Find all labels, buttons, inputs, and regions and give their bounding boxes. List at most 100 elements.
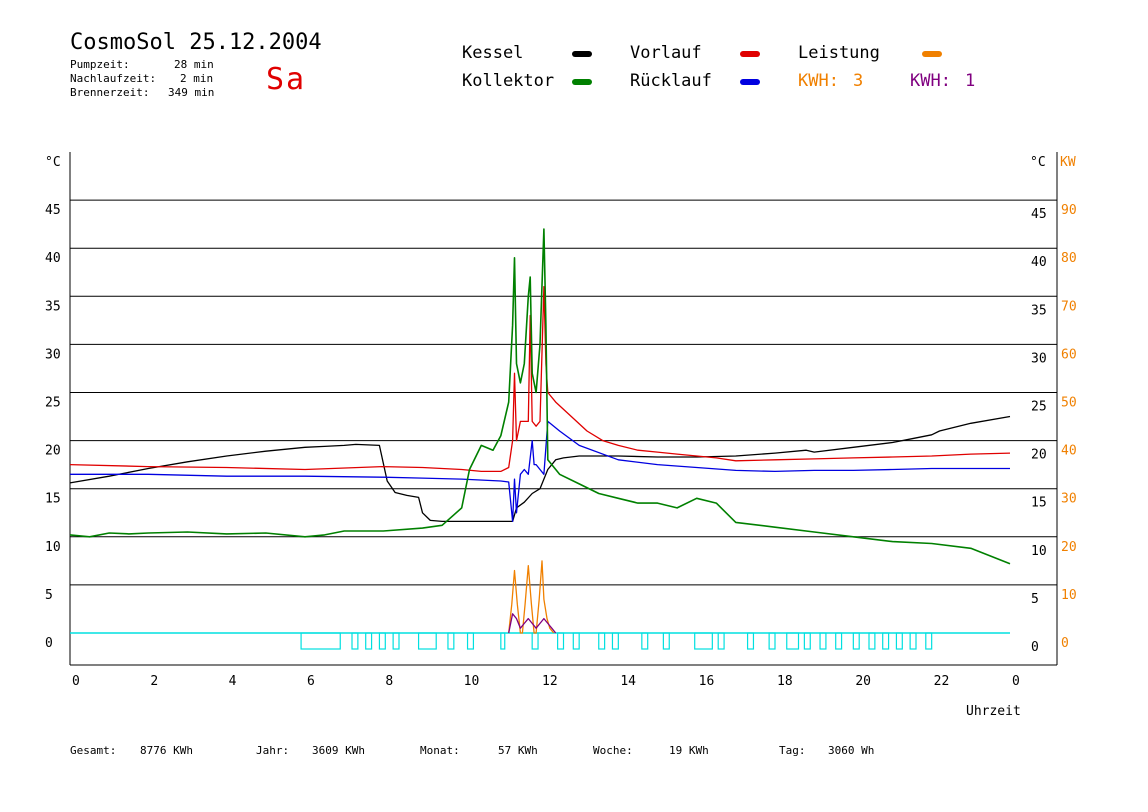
y-tick-label-left: 35 bbox=[45, 299, 61, 314]
brenner-pulse bbox=[895, 632, 903, 650]
y-tick-label-left: 25 bbox=[45, 396, 61, 411]
x-tick-label: 12 bbox=[542, 674, 558, 689]
brenner-pulse bbox=[300, 632, 341, 650]
brenner-pulse bbox=[500, 632, 506, 650]
brenner-pulse bbox=[641, 632, 649, 650]
brenner-pulse bbox=[882, 632, 890, 650]
series-vorlauf-line bbox=[69, 286, 1011, 473]
brenner-pulse bbox=[378, 632, 386, 650]
weekday-label: Sa bbox=[266, 62, 307, 97]
footer-monat-label: Monat: bbox=[420, 744, 460, 757]
brennerzeit-label: Brennerzeit: bbox=[70, 86, 150, 99]
x-tick-label: 20 bbox=[855, 674, 871, 689]
y-tick-label-left: 15 bbox=[45, 492, 61, 507]
kw-tick-label: 40 bbox=[1061, 444, 1077, 459]
y-tick-label-right: 30 bbox=[1031, 351, 1047, 366]
x-tick-label: 0 bbox=[72, 674, 80, 689]
brenner-pulse bbox=[786, 632, 800, 650]
x-tick-label: 18 bbox=[777, 674, 793, 689]
footer-jahr-value: 3609 KWh bbox=[312, 744, 365, 757]
xlabel: Uhrzeit bbox=[966, 704, 1021, 719]
kw-tick-label: 80 bbox=[1061, 251, 1077, 266]
brenner-pulse bbox=[852, 632, 860, 650]
y-tick-label-right: 40 bbox=[1031, 255, 1047, 270]
y-tick-label-left: 30 bbox=[45, 347, 61, 362]
brenner-pulse bbox=[662, 632, 670, 650]
brenner-pulse bbox=[868, 632, 876, 650]
legend-kessel: Kessel bbox=[462, 43, 524, 63]
brenner-pulse bbox=[447, 632, 455, 650]
legend-kollektor: Kollektor bbox=[462, 71, 555, 91]
y-tick-label-right: 10 bbox=[1031, 544, 1047, 559]
kw-tick-label: 50 bbox=[1061, 396, 1077, 411]
y-tick-label-left: 45 bbox=[45, 203, 61, 218]
brenner-pulse bbox=[909, 632, 917, 650]
x-tick-label: 0 bbox=[1012, 674, 1020, 689]
nachlaufzeit-value: 2 min bbox=[180, 72, 214, 85]
y-tick-label-left: 40 bbox=[45, 251, 61, 266]
brenner-pulse bbox=[611, 632, 619, 650]
x-tick-label: 10 bbox=[464, 674, 480, 689]
y-tick-label-right: 35 bbox=[1031, 303, 1047, 318]
series-kessel-line bbox=[69, 415, 1011, 523]
brenner-pulse bbox=[572, 632, 580, 650]
brenner-pulse bbox=[365, 632, 373, 650]
y-tick-label-right: 5 bbox=[1031, 592, 1039, 607]
brenner-pulse bbox=[351, 632, 359, 650]
brenner-pulse bbox=[557, 632, 565, 650]
brennerzeit-value: 349 min bbox=[168, 86, 215, 99]
footer-woche-label: Woche: bbox=[593, 744, 633, 757]
x-tick-label: 4 bbox=[229, 674, 237, 689]
ylabel-right-c: °C bbox=[1030, 155, 1046, 170]
brenner-pulse bbox=[417, 632, 437, 650]
legend-vorlauf-swatch bbox=[740, 51, 760, 57]
legend-ruecklauf: Rücklauf bbox=[630, 71, 712, 91]
footer-woche-value: 19 KWh bbox=[669, 744, 709, 757]
brenner-pulse bbox=[531, 632, 539, 650]
footer-jahr-label: Jahr: bbox=[256, 744, 290, 757]
page-title: CosmoSol 25.12.2004 bbox=[70, 30, 322, 55]
legend-leistung: Leistung bbox=[798, 43, 880, 63]
legend-kwh1-label: KWH: bbox=[798, 71, 839, 91]
brenner-pulse bbox=[694, 632, 713, 650]
brenner-pulse bbox=[717, 632, 725, 650]
legend-leistung-swatch bbox=[922, 51, 942, 57]
footer-tag-label: Tag: bbox=[779, 744, 806, 757]
x-tick-label: 6 bbox=[307, 674, 315, 689]
kw-tick-label: 10 bbox=[1061, 588, 1077, 603]
x-tick-label: 2 bbox=[150, 674, 158, 689]
series-kwh-1-line bbox=[508, 613, 557, 634]
footer-gesamt-label: Gesamt: bbox=[70, 744, 117, 757]
legend-kessel-swatch bbox=[572, 51, 592, 57]
legend-ruecklauf-swatch bbox=[740, 79, 760, 85]
brenner-pulse bbox=[803, 632, 811, 650]
x-tick-label: 8 bbox=[385, 674, 393, 689]
pumpzeit-value: 28 min bbox=[174, 58, 214, 71]
kw-tick-label: 30 bbox=[1061, 492, 1077, 507]
brenner-pulse bbox=[598, 632, 606, 650]
series-r-cklauf-line bbox=[70, 420, 1010, 523]
brenner-pulse bbox=[925, 632, 933, 650]
kw-tick-label: 60 bbox=[1061, 347, 1077, 362]
x-tick-label: 14 bbox=[620, 674, 636, 689]
brenner-pulse bbox=[835, 632, 843, 650]
kw-tick-label: 70 bbox=[1061, 299, 1077, 314]
legend-vorlauf: Vorlauf bbox=[630, 43, 702, 63]
y-tick-label-right: 20 bbox=[1031, 448, 1047, 463]
nachlaufzeit-label: Nachlaufzeit: bbox=[70, 72, 157, 85]
y-tick-label-right: 0 bbox=[1031, 640, 1039, 655]
series-leistung-line bbox=[508, 560, 555, 634]
legend-kwh1-value: 3 bbox=[853, 71, 864, 91]
legend-kwh2-label: KWH: bbox=[910, 71, 951, 91]
footer-tag-value: 3060 Wh bbox=[828, 744, 875, 757]
kw-tick-label: 20 bbox=[1061, 540, 1077, 555]
y-tick-label-right: 15 bbox=[1031, 496, 1047, 511]
brenner-pulse bbox=[392, 632, 400, 650]
y-tick-label-left: 0 bbox=[45, 636, 53, 651]
kw-tick-label: 0 bbox=[1061, 636, 1069, 651]
footer-monat-value: 57 KWh bbox=[498, 744, 538, 757]
y-tick-label-left: 10 bbox=[45, 540, 61, 555]
brenner-pulse bbox=[768, 632, 776, 650]
ylabel-left: °C bbox=[45, 155, 61, 170]
y-tick-label-right: 25 bbox=[1031, 400, 1047, 415]
